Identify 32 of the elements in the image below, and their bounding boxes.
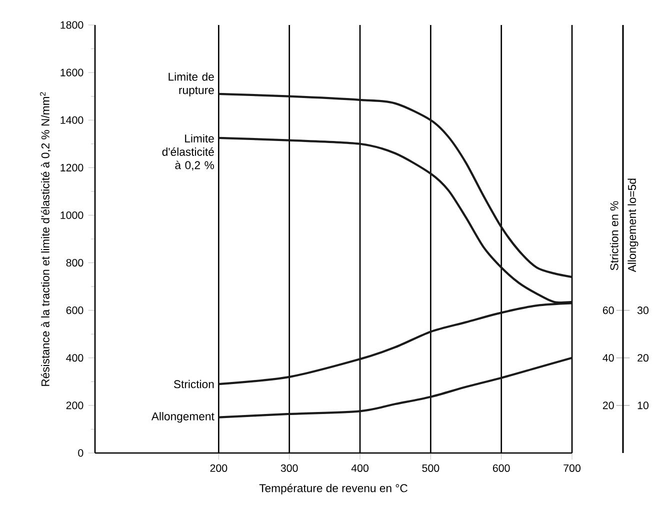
y-tick-label: 1200 xyxy=(60,164,84,172)
series-label: Striction xyxy=(174,380,214,388)
y-axis-title: Résistance à la traction et limite d'élasticité à 0,2 % N/mm$^{2}$ xyxy=(40,92,51,386)
y2-tick-label: 40 xyxy=(602,354,614,362)
x-tick-label: 300 xyxy=(280,464,298,472)
x-tick-label: 200 xyxy=(210,464,228,472)
x-tick-label: 700 xyxy=(564,464,580,472)
y3-tick-label: 30 xyxy=(637,306,648,314)
y3-tick-label: 20 xyxy=(638,354,648,362)
series-label: Limite de rupture xyxy=(168,72,214,96)
x-tick-label: 600 xyxy=(492,464,510,472)
y-tick-label: 200 xyxy=(66,402,84,410)
y-tick-label: 800 xyxy=(66,258,84,267)
y-tick-label: 1800 xyxy=(60,21,84,29)
y-tick-label: 0 xyxy=(78,449,84,457)
y-tick-label: 400 xyxy=(66,354,84,362)
x-tick-label: 500 xyxy=(422,464,440,472)
y-tick-label: 1400 xyxy=(60,116,84,124)
x-tick-label: 400 xyxy=(351,464,368,472)
y-tick-label: 1600 xyxy=(60,68,84,76)
line-series xyxy=(218,92,574,278)
line-series xyxy=(218,356,574,418)
series-label: Limite d'élasticité à 0,2 % xyxy=(162,134,214,171)
y3-tick-label: 10 xyxy=(638,402,648,410)
y2-tick-label: 60 xyxy=(602,306,614,314)
y-tick-label: 1000 xyxy=(60,211,84,219)
series-label: Allongement xyxy=(151,412,214,423)
y2-tick-label: 20 xyxy=(602,402,614,410)
x-axis-title: Température de revenu en °C xyxy=(259,484,408,494)
y2-axis-title: Striction en % xyxy=(610,201,618,270)
y-tick-label: 600 xyxy=(66,306,84,314)
y3-axis-title: Allongement lo=5d xyxy=(628,178,638,272)
